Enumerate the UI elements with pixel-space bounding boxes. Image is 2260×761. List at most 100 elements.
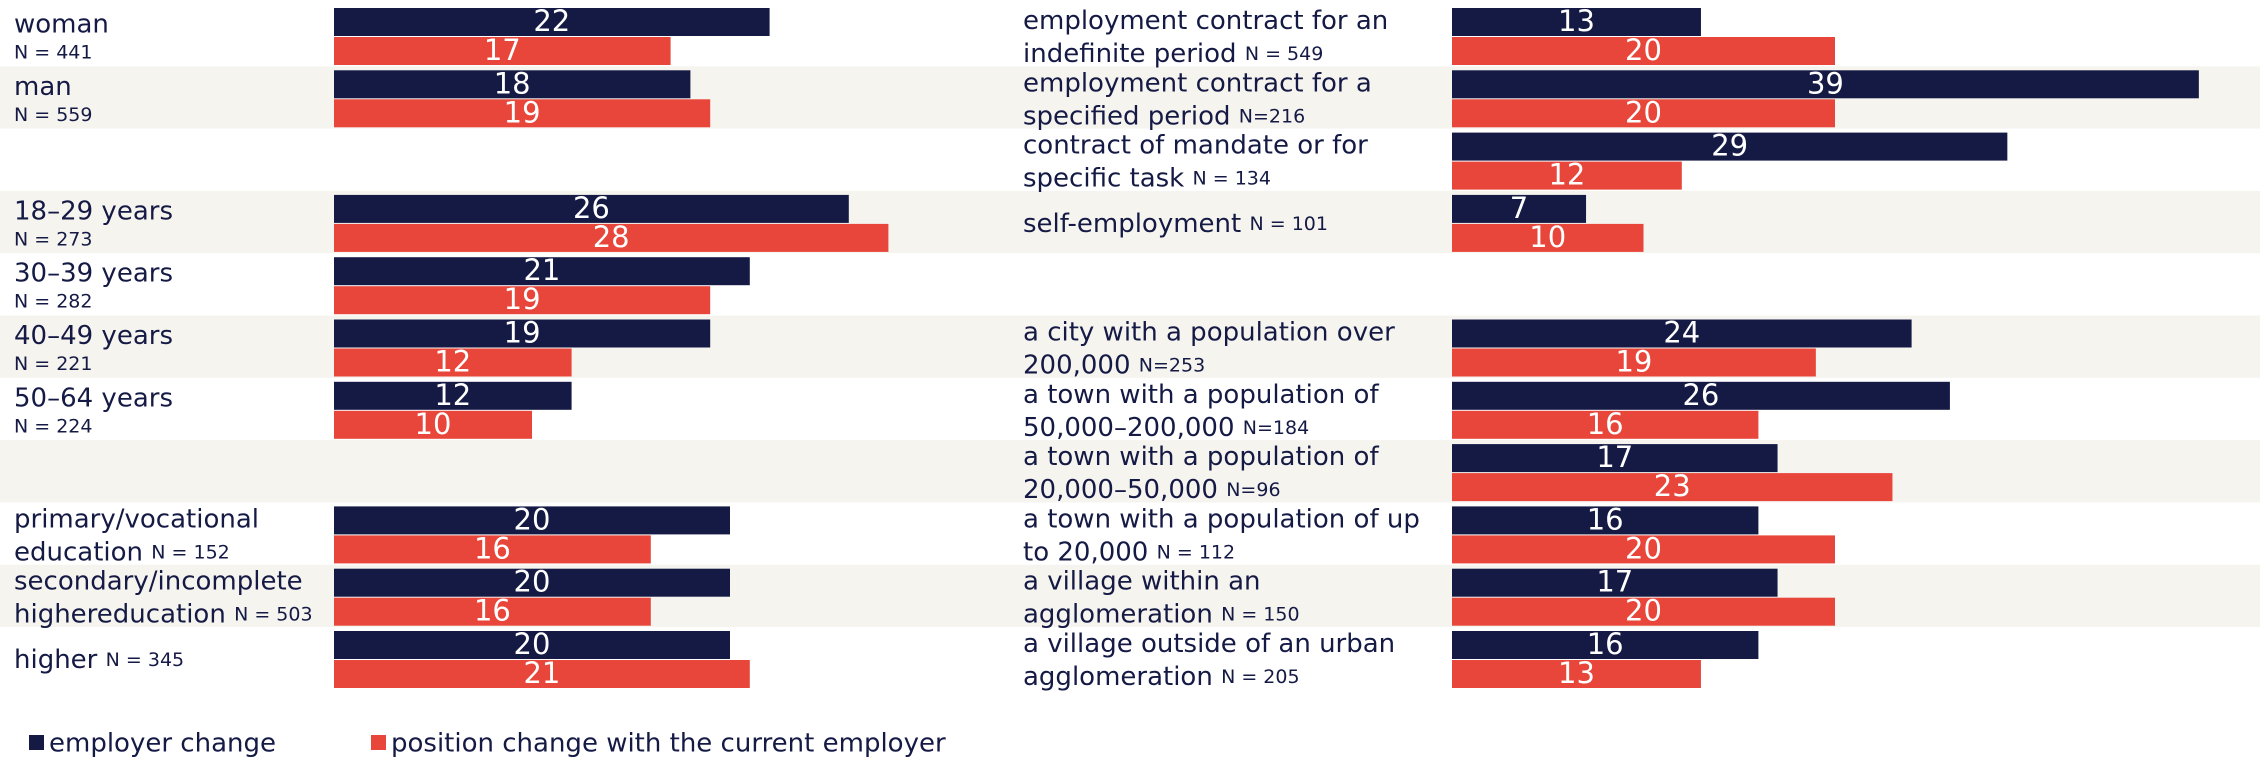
value-label: 26 — [573, 191, 610, 225]
bar — [1452, 319, 1912, 348]
bar — [1452, 631, 1759, 659]
n-label: N = 441 — [14, 42, 92, 64]
category-label: 50–64 years — [14, 383, 173, 413]
category-label: 30–39 years — [14, 259, 173, 289]
value-label: 17 — [1596, 440, 1633, 474]
category-line: self-employment — [1023, 208, 1241, 238]
bar — [1452, 8, 1701, 36]
value-label: 10 — [415, 407, 452, 441]
value-label: 17 — [484, 33, 521, 67]
n-label: N = 205 — [1221, 666, 1299, 688]
bar — [334, 99, 711, 128]
category-line: agglomeration — [1023, 662, 1213, 692]
n-label: N = 221 — [14, 353, 92, 375]
value-label: 18 — [494, 66, 531, 100]
category-line: employment contract for a — [1023, 68, 1372, 98]
category-line: primary/vocational — [14, 504, 259, 534]
bar — [1452, 99, 1835, 128]
category-label: primary/vocational — [14, 504, 259, 534]
value-label: 17 — [1596, 565, 1633, 599]
category-line: highereducation — [14, 599, 226, 629]
value-label: 16 — [474, 531, 511, 565]
category-label: employment contract for a — [1023, 68, 1372, 98]
category-label: specified period N=216 — [1023, 101, 1305, 131]
n-label: N = 150 — [1221, 603, 1299, 625]
bar — [1452, 473, 1893, 502]
category-label: a village within an — [1023, 566, 1261, 596]
category-label: education N = 152 — [14, 537, 230, 567]
bar — [334, 37, 671, 65]
value-label: 28 — [593, 220, 630, 254]
category-line: contract of mandate or for — [1023, 130, 1368, 160]
category-line: a city with a population over — [1023, 317, 1395, 347]
category-label: agglomeration N = 205 — [1023, 662, 1300, 692]
category-line: secondary/incomplete — [14, 566, 303, 596]
category-label: secondary/incomplete — [14, 566, 303, 596]
value-label: 16 — [1587, 502, 1624, 536]
category-label: a town with a population of up — [1023, 504, 1420, 534]
value-label: 29 — [1711, 129, 1748, 163]
bar — [1452, 660, 1701, 688]
n-label: N = 112 — [1157, 541, 1235, 563]
n-label: N=96 — [1226, 479, 1280, 501]
category-label: 50,000–200,000 N=184 — [1023, 412, 1309, 442]
category-line: employment contract for an — [1023, 6, 1388, 36]
bar — [334, 348, 572, 377]
n-label: N = 503 — [234, 603, 312, 625]
value-label: 16 — [1587, 407, 1624, 441]
bar — [334, 660, 750, 688]
n-label: N = 559 — [14, 104, 92, 126]
category-label: 40–49 years — [14, 321, 173, 351]
bar — [1452, 132, 2008, 161]
category-label: employment contract for an — [1023, 6, 1388, 36]
category-label: 200,000 N=253 — [1023, 350, 1205, 380]
n-label: N = 224 — [14, 415, 92, 437]
bar — [1452, 568, 1778, 597]
value-label: 10 — [1529, 220, 1566, 254]
bar — [334, 8, 770, 36]
value-label: 26 — [1682, 378, 1719, 412]
value-label: 20 — [1625, 95, 1662, 129]
value-label: 19 — [504, 282, 541, 316]
bar — [334, 70, 691, 99]
value-label: 16 — [474, 594, 511, 628]
n-label: N = 101 — [1250, 212, 1328, 234]
category-line: a town with a population of up — [1023, 504, 1420, 534]
bar — [334, 223, 889, 252]
n-label: N = 282 — [14, 291, 92, 313]
category-label: indefinite period N = 549 — [1023, 39, 1323, 69]
value-label: 21 — [523, 253, 560, 287]
category-label: higher N = 345 — [14, 645, 184, 675]
category-line: 20,000–50,000 — [1023, 475, 1218, 505]
category-line: indefinite period — [1023, 39, 1237, 69]
bar — [334, 319, 711, 348]
category-line: 200,000 — [1023, 350, 1131, 380]
value-label: 13 — [1558, 4, 1595, 38]
value-label: 12 — [434, 378, 471, 412]
value-label: 23 — [1654, 469, 1691, 503]
category-line: education — [14, 537, 143, 567]
legend-swatch — [29, 735, 44, 750]
bar — [334, 410, 532, 439]
value-label: 20 — [1625, 594, 1662, 628]
legend-label: employer change — [49, 729, 276, 759]
category-line: to 20,000 — [1023, 537, 1148, 567]
value-label: 21 — [523, 656, 560, 690]
n-label: N = 152 — [151, 541, 229, 563]
bar — [1452, 161, 1682, 190]
value-label: 39 — [1807, 66, 1844, 100]
n-label: N=184 — [1243, 416, 1309, 438]
category-label: self-employment N = 101 — [1023, 208, 1328, 238]
n-label: N = 273 — [14, 228, 92, 250]
bar — [334, 381, 572, 410]
value-label: 19 — [504, 95, 541, 129]
value-label: 20 — [514, 502, 551, 536]
category-line: a village outside of an urban — [1023, 629, 1395, 659]
category-line: specified period — [1023, 101, 1231, 131]
value-label: 24 — [1663, 316, 1700, 350]
bar — [334, 597, 651, 626]
value-label: 16 — [1587, 627, 1624, 661]
legend-label: position change with the current employe… — [391, 729, 946, 759]
value-label: 20 — [514, 627, 551, 661]
